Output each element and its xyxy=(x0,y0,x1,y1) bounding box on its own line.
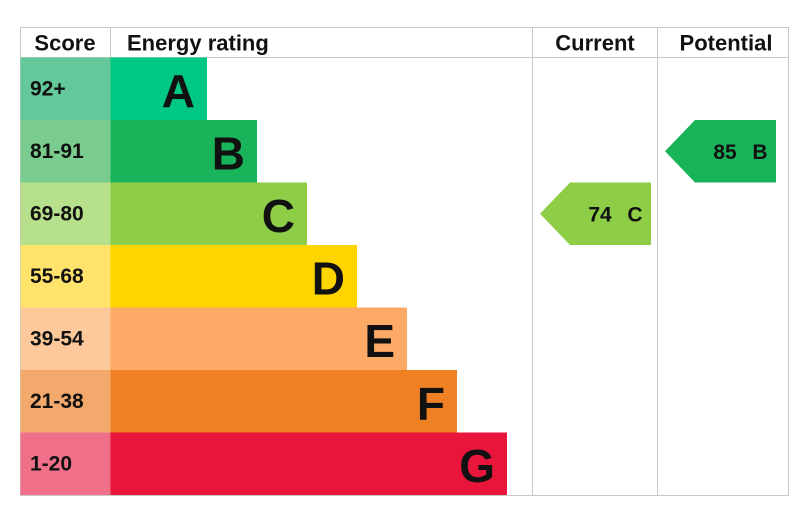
score-label: 55-68 xyxy=(30,265,84,288)
rating-letter: C xyxy=(262,190,295,242)
score-cell xyxy=(20,57,111,120)
rating-bar xyxy=(110,432,507,495)
potential-rating: B xyxy=(752,141,767,164)
score-cell xyxy=(20,120,111,183)
score-label: 1-20 xyxy=(30,452,72,475)
current-value: 74 xyxy=(588,203,612,226)
header-current: Current xyxy=(555,31,635,56)
score-label: 92+ xyxy=(30,77,66,100)
rating-bar xyxy=(110,307,407,370)
potential-value: 85 xyxy=(713,141,737,164)
potential-arrow xyxy=(665,120,776,183)
rating-letter: D xyxy=(312,252,345,304)
rating-bar xyxy=(110,370,457,433)
score-label: 81-91 xyxy=(30,140,84,163)
score-cell xyxy=(20,370,111,433)
score-cell xyxy=(20,432,111,495)
rating-letter: A xyxy=(162,65,195,117)
rating-letter: B xyxy=(212,127,245,179)
score-cell xyxy=(20,307,111,370)
score-label: 69-80 xyxy=(30,202,84,225)
score-label: 21-38 xyxy=(30,390,84,413)
current-arrow xyxy=(540,182,651,245)
header-rating: Energy rating xyxy=(127,31,269,56)
rating-bar xyxy=(110,245,357,308)
rating-bar xyxy=(110,182,307,245)
score-cell xyxy=(20,182,111,245)
header-score: Score xyxy=(34,31,95,56)
rating-letter: G xyxy=(459,440,495,492)
rating-letter: E xyxy=(364,315,395,367)
score-cell xyxy=(20,245,111,308)
score-label: 39-54 xyxy=(30,327,84,350)
header-potential: Potential xyxy=(680,31,773,56)
rating-letter: F xyxy=(417,377,445,429)
current-rating: C xyxy=(627,203,642,226)
rating-bar xyxy=(110,120,257,183)
rating-bar xyxy=(110,57,207,120)
